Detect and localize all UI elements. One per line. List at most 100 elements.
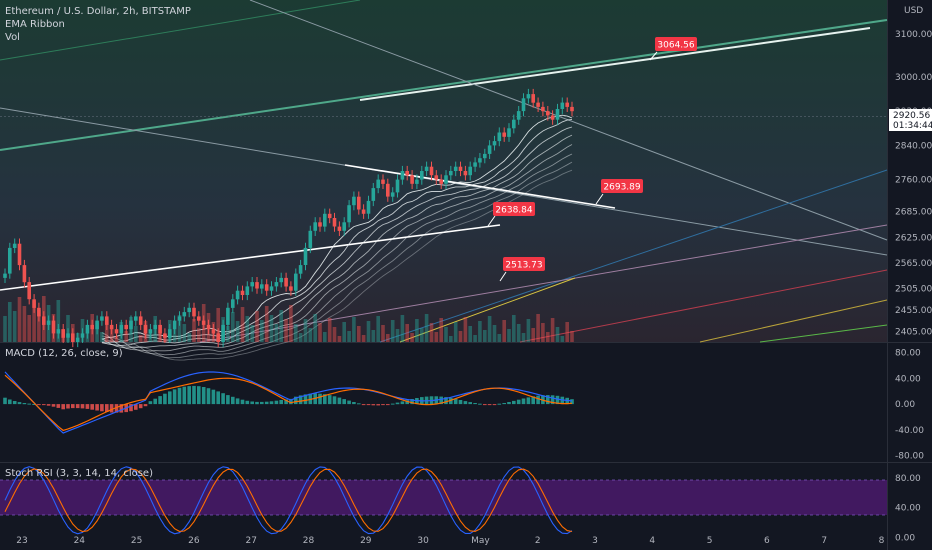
macd-hist-bar — [526, 397, 531, 405]
candle-body — [148, 329, 153, 334]
macd-hist-bar — [153, 398, 157, 405]
volume-bar — [289, 305, 293, 342]
candle-body — [221, 324, 225, 342]
volume-bar — [434, 332, 439, 342]
macd-hist-bar — [395, 402, 400, 405]
currency-label: USD — [904, 6, 923, 16]
volume-bar — [357, 326, 361, 342]
candle-body — [168, 329, 172, 338]
candle-body — [274, 282, 279, 287]
candle-body — [361, 209, 366, 214]
price-label-2693: 2693.89 — [595, 179, 643, 205]
volume-bar — [439, 318, 443, 342]
candle-body — [90, 324, 94, 330]
macd-hist-bar — [182, 386, 187, 405]
candle-body — [129, 320, 133, 330]
candle-body — [124, 324, 128, 330]
volume-bar — [526, 319, 531, 342]
macd-hist-bar — [138, 404, 143, 409]
candle-body — [381, 179, 385, 184]
candle-body — [516, 111, 521, 120]
volume-bar — [274, 324, 279, 342]
price-axis[interactable]: 3100.003000.002920.002840.002760.002685.… — [895, 30, 932, 337]
macd-hist-bar — [187, 386, 191, 405]
candle-body — [395, 179, 400, 193]
volume-bar — [12, 311, 17, 342]
volume-bar — [27, 315, 31, 342]
volume-bar — [546, 332, 550, 342]
macd-title[interactable]: MACD (12, 26, close, 9) — [5, 348, 123, 359]
macd-hist-bar — [487, 404, 492, 406]
volume-bar — [444, 327, 448, 342]
volume-bar — [294, 324, 298, 342]
macd-hist-bar — [197, 386, 201, 405]
stoch-title[interactable]: Stoch RSI (3, 3, 14, 14, close) — [5, 468, 153, 479]
candle-body — [187, 307, 191, 313]
candle-body — [420, 171, 424, 180]
macd-hist-bar — [361, 404, 366, 406]
candle-body — [61, 329, 65, 338]
macd-hist-bar — [463, 401, 468, 405]
volume-bar — [463, 317, 468, 342]
candle-body — [255, 282, 259, 289]
candle-body — [153, 324, 157, 330]
volume-bar — [303, 319, 308, 342]
stoch-d-line — [4, 468, 573, 533]
macd-hist-bar — [168, 391, 172, 405]
macd-hist-bar — [143, 404, 148, 407]
ema-ribbon-line — [101, 114, 573, 340]
macd-hist-bar — [61, 404, 65, 410]
time-tick: 7 — [821, 536, 827, 546]
volume-bar — [531, 328, 535, 342]
candle-body — [458, 166, 463, 171]
candle-body — [95, 320, 99, 330]
volume-bar — [405, 324, 409, 342]
volume-bar — [521, 333, 526, 342]
volume-bar — [366, 321, 371, 342]
candle-body — [439, 179, 443, 184]
candle-body — [376, 179, 380, 189]
candle-body — [80, 333, 85, 338]
candle-body — [27, 282, 31, 300]
macd-hist-bar — [163, 393, 167, 405]
time-tick: 24 — [74, 536, 86, 546]
macd-axis[interactable]: 80.00 40.00 0.00 -40.00 -80.00 — [895, 349, 924, 462]
macd-hist-bar — [366, 404, 371, 406]
volume-bar — [172, 329, 177, 342]
macd-hist-bar — [192, 385, 196, 405]
price-label-3064: 3064.56 — [649, 37, 697, 61]
macd-hist-bar — [381, 404, 385, 406]
candle-body — [521, 98, 526, 112]
candle-body — [327, 213, 332, 219]
candle-body — [541, 106, 545, 112]
indicator-volume[interactable]: Vol — [5, 32, 20, 43]
candle-body — [163, 333, 167, 338]
candle-body — [424, 166, 429, 171]
candle-body — [143, 324, 148, 334]
macd-hist-bar — [294, 396, 298, 405]
macd-hist-bar — [289, 398, 293, 405]
candle-body — [51, 320, 56, 334]
price-tick: 2840.00 — [895, 141, 932, 151]
candle-body — [303, 247, 308, 265]
candle-body — [12, 243, 17, 248]
price-tick: 2685.00 — [895, 208, 932, 218]
time-axis[interactable]: 23 24 25 26 27 28 29 30 May 2 3 4 5 6 7 8 — [16, 536, 884, 546]
indicator-ema-ribbon[interactable]: EMA Ribbon — [5, 19, 65, 30]
macd-hist-bar — [357, 403, 361, 405]
price-tick: 3100.00 — [895, 30, 932, 40]
candle-body — [240, 290, 245, 295]
candle-body — [463, 171, 468, 176]
macd-hist-bar — [134, 404, 138, 410]
volume-bar — [22, 306, 27, 342]
time-tick: 29 — [360, 536, 372, 546]
macd-hist-bar — [512, 400, 516, 405]
macd-hist-bar — [444, 397, 448, 405]
candle-body — [313, 222, 317, 231]
macd-hist-bar — [201, 387, 206, 405]
candle-body — [487, 145, 492, 154]
stoch-axis[interactable]: 80.00 40.00 0.00 — [895, 474, 921, 544]
macd-hist-bar — [570, 399, 574, 405]
candle-body — [390, 192, 395, 197]
candle-body — [177, 316, 182, 321]
